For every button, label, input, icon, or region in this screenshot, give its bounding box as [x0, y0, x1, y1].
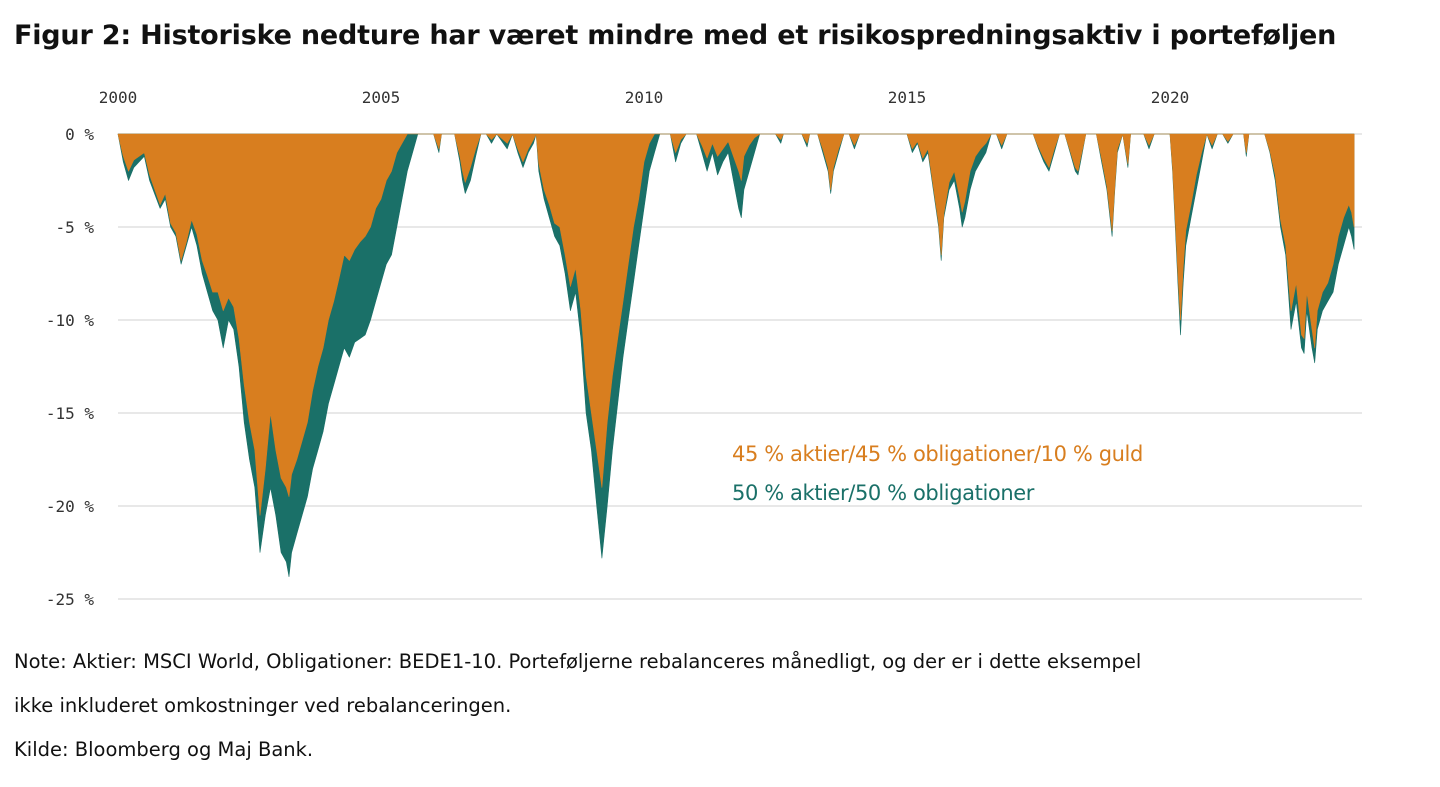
y-tick-label: 0 %	[65, 125, 94, 144]
x-tick-label: 2020	[1151, 88, 1190, 107]
y-tick-label: -25 %	[46, 590, 95, 609]
y-tick-label: -15 %	[46, 404, 95, 423]
x-tick-label: 2010	[625, 88, 664, 107]
chart-title: Figur 2: Historiske nedture har været mi…	[14, 20, 1337, 51]
drawdown-chart: 0 % -5 % -10 % -15 % -20 % -25 % 2000 2005 2010…	[46, 88, 1362, 609]
legend: 45 % aktier/45 % obligationer/10 % guld 5…	[732, 442, 1143, 505]
x-axis: 2000 2005 2010 2015 2020	[99, 88, 1190, 107]
x-tick-label: 2000	[99, 88, 138, 107]
source-line: Kilde: Bloomberg og Maj Bank.	[14, 738, 314, 761]
y-tick-label: -20 %	[46, 497, 95, 516]
note-line-2: ikke inkluderet omkostninger ved rebalan…	[14, 694, 512, 717]
y-tick-label: -10 %	[46, 311, 95, 330]
legend-item-1: 45 % aktier/45 % obligationer/10 % guld	[732, 442, 1143, 466]
chart-notes: Note: Aktier: MSCI World, Obligationer: …	[14, 640, 1141, 772]
y-tick-label: -5 %	[55, 218, 94, 237]
x-tick-label: 2015	[888, 88, 927, 107]
x-tick-label: 2005	[362, 88, 401, 107]
y-axis: 0 % -5 % -10 % -15 % -20 % -25 %	[46, 125, 95, 609]
series-areas	[117, 133, 1355, 577]
series-area-2	[117, 133, 1355, 516]
note-line-1: Note: Aktier: MSCI World, Obligationer: …	[14, 650, 1142, 673]
legend-item-2: 50 % aktier/50 % obligationer	[732, 481, 1035, 505]
